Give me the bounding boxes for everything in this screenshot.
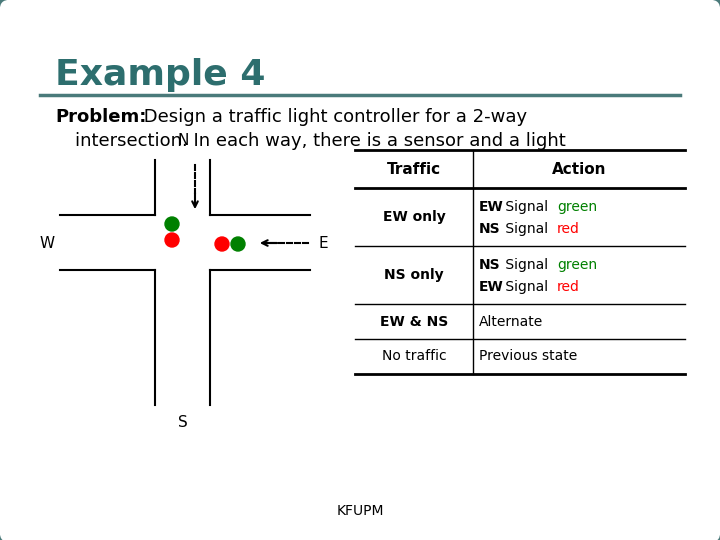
- Circle shape: [165, 217, 179, 231]
- Text: NS only: NS only: [384, 268, 444, 282]
- Circle shape: [165, 233, 179, 247]
- Circle shape: [215, 237, 229, 251]
- Text: Example 4: Example 4: [55, 58, 266, 92]
- Text: Previous state: Previous state: [479, 349, 577, 363]
- Text: Problem:: Problem:: [55, 108, 146, 126]
- Circle shape: [231, 237, 245, 251]
- Text: intersection. In each way, there is a sensor and a light: intersection. In each way, there is a se…: [75, 132, 566, 150]
- Text: Design a traffic light controller for a 2-way: Design a traffic light controller for a …: [138, 108, 527, 126]
- Text: NS: NS: [479, 258, 500, 272]
- Text: W: W: [40, 235, 55, 251]
- Text: No traffic: No traffic: [382, 349, 446, 363]
- Text: Signal: Signal: [501, 280, 552, 294]
- Text: Signal: Signal: [501, 258, 552, 272]
- Text: Alternate: Alternate: [479, 314, 544, 328]
- Text: NS: NS: [479, 222, 500, 236]
- Text: EW & NS: EW & NS: [380, 314, 448, 328]
- Text: Action: Action: [552, 161, 606, 177]
- Text: red: red: [557, 222, 580, 236]
- Text: red: red: [557, 280, 580, 294]
- Text: Signal: Signal: [501, 200, 552, 214]
- Text: KFUPM: KFUPM: [336, 504, 384, 518]
- Text: EW: EW: [479, 200, 504, 214]
- Text: N: N: [177, 133, 189, 148]
- Text: Signal: Signal: [501, 222, 552, 236]
- Text: EW only: EW only: [382, 210, 446, 224]
- Text: Traffic: Traffic: [387, 161, 441, 177]
- Text: E: E: [318, 235, 328, 251]
- Text: EW: EW: [479, 280, 504, 294]
- Text: green: green: [557, 258, 597, 272]
- Text: green: green: [557, 200, 597, 214]
- Text: S: S: [178, 415, 188, 430]
